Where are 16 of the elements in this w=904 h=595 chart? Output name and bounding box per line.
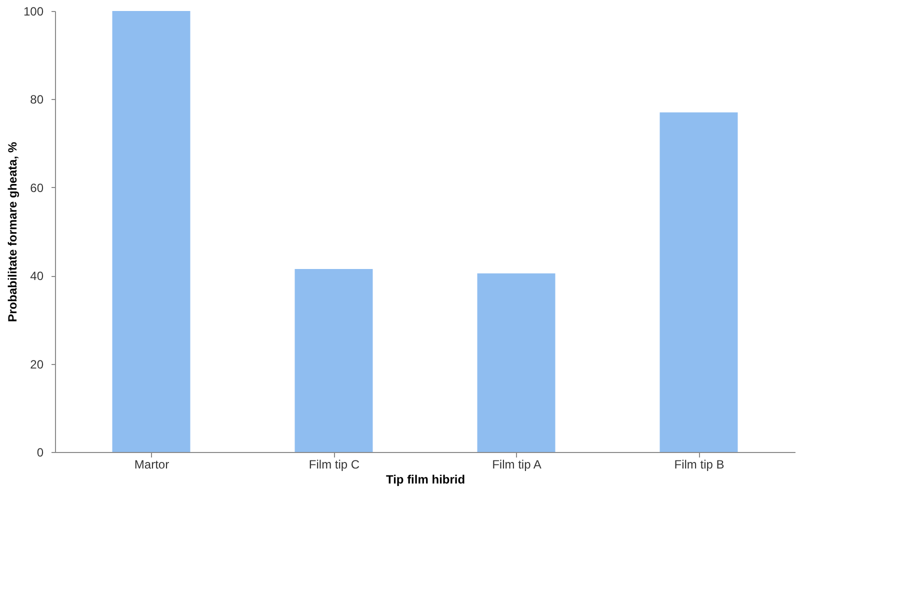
x-tick-label: Film tip C <box>308 458 360 472</box>
bar <box>294 268 373 452</box>
y-tick-label: 40 <box>30 269 44 284</box>
x-axis-title: Tip film hibrid <box>386 472 466 486</box>
x-tick-label: Film tip A <box>492 458 542 472</box>
y-tick-label: 100 <box>23 4 44 18</box>
y-tick-label: 80 <box>30 92 44 107</box>
bar <box>477 273 556 452</box>
y-tick-label: 20 <box>30 357 44 372</box>
y-tick-label: 0 <box>36 446 44 460</box>
y-axis-title: Probabilitate formare gheata, % <box>5 142 20 322</box>
bar <box>112 11 190 452</box>
x-tick-label: Film tip B <box>674 458 724 472</box>
y-tick-label: 60 <box>30 180 44 195</box>
x-tick-label: Martor <box>134 458 170 472</box>
bar <box>660 112 738 452</box>
